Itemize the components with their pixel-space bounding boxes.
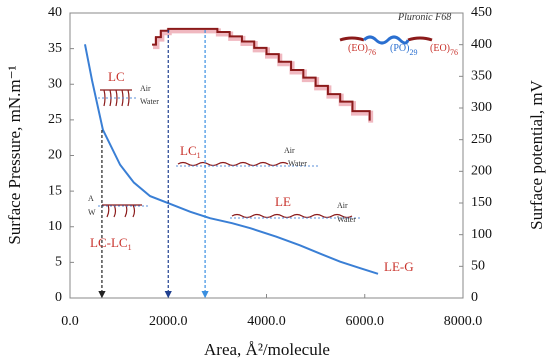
x-tick-label: 8000.0 <box>444 314 483 329</box>
series-line <box>84 44 379 275</box>
annotation: LC1 <box>180 143 201 160</box>
annotation-text: Air <box>140 84 151 93</box>
y-tick-label: 40 <box>48 5 62 20</box>
annotation: Water <box>140 97 159 106</box>
annotation-text: LE <box>275 194 291 209</box>
y2-tick-label: 400 <box>471 37 492 52</box>
y2-tick-label: 150 <box>471 195 492 210</box>
y2-axis-title: Surface potential, mV <box>527 79 546 229</box>
annotation-subscript: 76 <box>368 48 376 57</box>
annotation-subscript: 1 <box>128 243 132 252</box>
y2-tick-label: 100 <box>471 227 492 242</box>
y-tick-label: 35 <box>48 41 62 56</box>
y2-tick-label: 450 <box>471 5 492 20</box>
annotation: Air <box>140 84 151 93</box>
x-tick-label: 6000.0 <box>346 314 385 329</box>
annotation-text: Pluronic F68 <box>397 12 451 23</box>
annotation: LE <box>275 194 291 209</box>
y2-tick-label: 300 <box>471 100 492 115</box>
annotation: (EO)76 <box>430 43 458 57</box>
series-line <box>152 27 371 121</box>
annotation: LC <box>108 69 125 84</box>
annotation: LE-G <box>384 259 414 274</box>
annotation: (PO)29 <box>390 43 417 57</box>
annotation-text: LC <box>180 143 197 158</box>
annotation-text: W <box>88 208 96 217</box>
y2-tick-label: 50 <box>471 259 485 274</box>
annotation: (EO)76 <box>348 43 376 57</box>
annotation-text: (EO) <box>348 43 368 54</box>
y-tick-label: 5 <box>55 255 62 270</box>
x-tick-label: 0.0 <box>61 314 79 329</box>
annotation-text: Water <box>337 215 356 224</box>
annotation-text: Water <box>140 97 159 106</box>
y2-tick-label: 250 <box>471 132 492 147</box>
annotation: Water <box>337 215 356 224</box>
water-line <box>98 97 360 219</box>
annotation-text: Air <box>337 201 348 210</box>
molecule-sketch <box>100 36 433 219</box>
y-tick-label: 20 <box>48 148 62 163</box>
annotation: W <box>88 208 96 217</box>
annotation-subscript: 1 <box>197 151 201 160</box>
y2-tick-label: 0 <box>471 290 478 305</box>
annotation-text: LE-G <box>384 259 414 274</box>
y2-tick-label: 200 <box>471 164 492 179</box>
series-line-shadow <box>153 28 374 123</box>
annotation-subscript: 29 <box>409 48 417 57</box>
x-axis-title: Area, Å²/molecule <box>204 340 330 359</box>
annotation-text: Water <box>288 159 307 168</box>
annotation-text: LC-LC <box>90 235 128 250</box>
y-tick-label: 25 <box>48 112 62 127</box>
annotation-text: LC <box>108 69 125 84</box>
y-tick-label: 0 <box>55 290 62 305</box>
annotation-text: Air <box>284 146 295 155</box>
y-tick-label: 10 <box>48 219 62 234</box>
y-tick-label: 15 <box>48 183 62 198</box>
annotation: Air <box>284 146 295 155</box>
annotation: Pluronic F68 <box>397 12 451 23</box>
annotation-text: A <box>88 194 94 203</box>
annotation-text: (EO) <box>430 43 450 54</box>
y2-tick-label: 350 <box>471 69 492 84</box>
x-tick-label: 4000.0 <box>247 314 286 329</box>
y-axis-title: Surface Pressure, mN.m⁻¹ <box>5 65 24 244</box>
y-tick-label: 30 <box>48 76 62 91</box>
x-tick-label: 2000.0 <box>149 314 188 329</box>
annotation: A <box>88 194 94 203</box>
annotation: Water <box>288 159 307 168</box>
annotation-text: (PO) <box>390 43 409 54</box>
annotation: LC-LC1 <box>90 235 132 252</box>
annotation-subscript: 76 <box>450 48 458 57</box>
molecule-sketch <box>362 35 410 45</box>
annotation: Air <box>337 201 348 210</box>
